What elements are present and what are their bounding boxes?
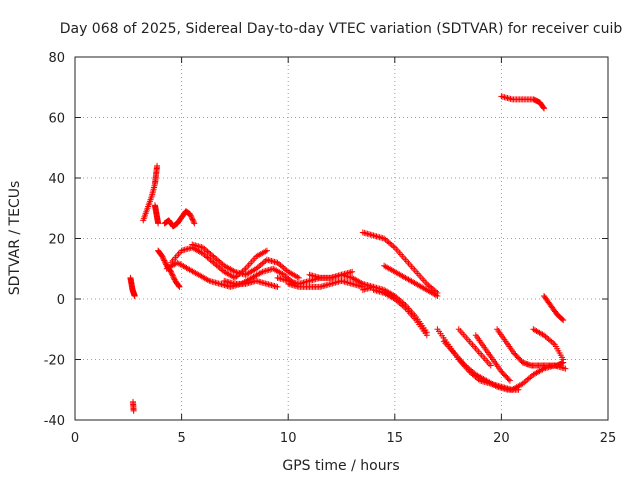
y-tick-label: -20 (44, 354, 65, 369)
series-track-j (221, 277, 281, 290)
series-track-m (306, 268, 356, 281)
series-track-b (129, 398, 137, 414)
data-point (506, 377, 513, 384)
series-track-o (381, 262, 441, 299)
series-track-l (285, 277, 366, 290)
data-point (169, 272, 176, 279)
data-point (130, 407, 137, 414)
data-point (505, 376, 512, 383)
series-track-y (541, 292, 567, 324)
data-point (160, 256, 167, 263)
data-point (191, 220, 198, 227)
data-point (176, 283, 183, 290)
data-point (131, 292, 138, 299)
series-track-x (498, 93, 548, 112)
data-point (167, 268, 174, 275)
data-point (161, 257, 168, 264)
data-point (189, 216, 196, 223)
series-track-n (359, 229, 441, 296)
series-track-q (370, 286, 430, 339)
x-tick-label: 10 (280, 431, 297, 446)
series-track-w (530, 326, 567, 363)
data-point (187, 211, 194, 218)
data-point (187, 212, 194, 219)
data-point (154, 162, 161, 169)
data-point (434, 292, 441, 299)
x-tick-label: 25 (600, 431, 617, 446)
series-track-a (127, 274, 138, 299)
data-point (349, 268, 356, 275)
data-point (559, 316, 566, 323)
chart-title: Day 068 of 2025, Sidereal Day-to-day VTE… (60, 21, 623, 37)
data-point (161, 258, 168, 265)
data-point (168, 270, 175, 277)
y-tick-label: 80 (48, 51, 65, 66)
data-point (560, 317, 567, 324)
y-tick-label: 40 (48, 172, 65, 187)
series-track-s (440, 338, 522, 393)
y-tick-label: 20 (48, 233, 65, 248)
data-point (190, 217, 197, 224)
x-tick-label: 5 (177, 431, 185, 446)
data-point (560, 356, 567, 363)
data-point (175, 283, 182, 290)
x-axis-label: GPS time / hours (282, 458, 399, 474)
y-tick-label: -40 (44, 414, 65, 429)
data-point (170, 273, 177, 280)
data-points (127, 93, 569, 414)
data-point (188, 215, 195, 222)
data-point (170, 275, 177, 282)
series-track-f (161, 208, 198, 230)
series-track-e (155, 247, 183, 290)
series-track-i (163, 259, 298, 290)
y-axis-label: SDTVAR / TECUs (7, 181, 23, 296)
data-point (541, 105, 548, 112)
data-point (540, 104, 547, 111)
series-track-u (472, 332, 513, 384)
data-point (263, 247, 270, 254)
x-tick-label: 15 (387, 431, 404, 446)
y-axis-ticks: -40 -20 0 20 40 60 80 (44, 51, 608, 429)
series-track-v (494, 326, 567, 369)
data-point (160, 254, 167, 261)
data-point (487, 362, 494, 369)
x-tick-label: 0 (71, 431, 79, 446)
data-point (159, 253, 166, 260)
data-point (295, 274, 302, 281)
data-point (423, 332, 430, 339)
grid-lines (75, 57, 608, 420)
data-point (169, 271, 176, 278)
series-track-c (140, 162, 161, 224)
series-track-d (151, 202, 162, 227)
y-tick-label: 0 (57, 293, 65, 308)
data-point (562, 365, 569, 372)
data-point (190, 219, 197, 226)
data-point (155, 220, 162, 227)
data-point (162, 260, 169, 267)
data-point (274, 283, 281, 290)
data-point (188, 213, 195, 220)
series-track-h (189, 241, 302, 281)
data-point (515, 386, 522, 393)
y-tick-label: 60 (48, 112, 65, 127)
series-track-t (455, 326, 494, 369)
x-axis-ticks: 0 5 10 15 20 25 (71, 57, 616, 446)
x-tick-label: 20 (493, 431, 510, 446)
